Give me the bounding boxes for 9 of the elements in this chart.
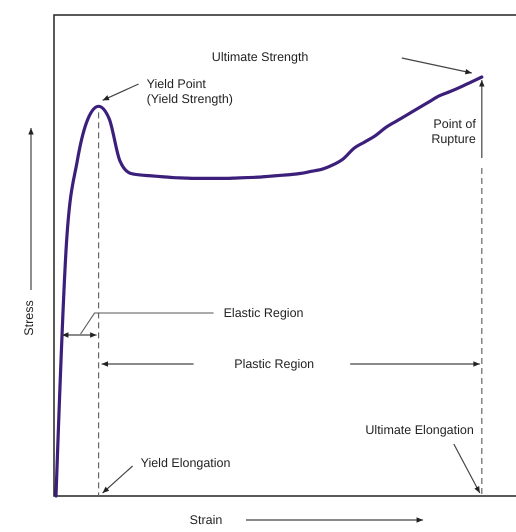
text: Ultimate Strength [212,50,308,64]
annotation: Yield Point (Yield Strength) [146,77,233,106]
annotation: Elastic Region [224,306,304,320]
annotation: Ultimate Elongation [365,423,474,437]
annotation: Point of Rupture [431,117,476,146]
annotation: Plastic Region [234,357,314,371]
y-axis-title: Stress [22,300,36,336]
annotation: Yield Elongation [140,456,231,470]
x-axis-title: Strain [190,513,222,527]
